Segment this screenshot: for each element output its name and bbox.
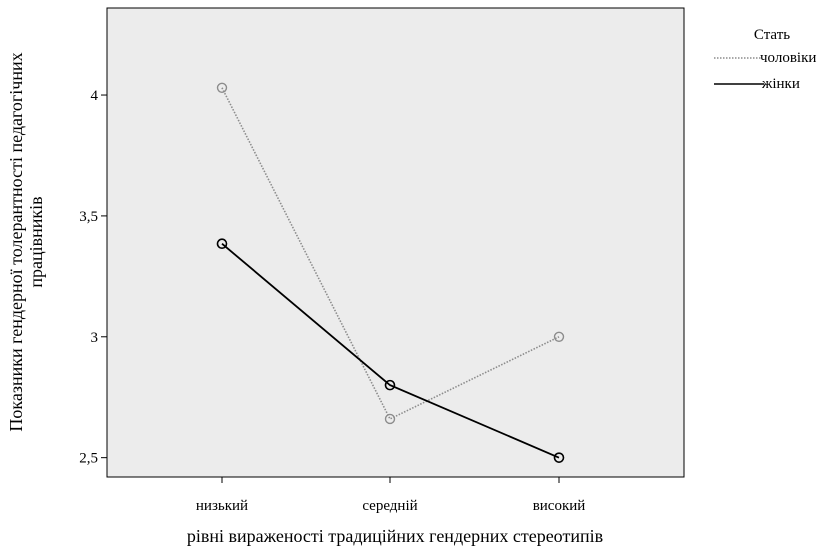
series-points [216,82,565,463]
y-tick-label: 4 [91,88,99,104]
x-tick-label: низький [196,498,248,514]
series-lines [221,87,560,459]
series-line-0 [221,87,560,421]
x-tick-label: середній [362,498,417,514]
data-point [384,379,396,391]
legend-title: Стать [754,27,790,43]
legend-label-choloviky: чоловіки [760,50,816,66]
y-tick-label: 3,5 [79,209,98,225]
plot-area [106,7,685,478]
y-tick-label: 3 [91,330,99,346]
y-axis: 2,5 3 3,5 4 [79,88,107,467]
data-point [553,331,565,342]
data-point [553,452,565,463]
y-axis-title-line-2: працівників [26,196,46,287]
legend: Стать чоловіки жінки [714,27,816,92]
y-axis-title-line-1: Показники гендерної толерантності педаго… [6,52,26,431]
data-point [216,238,228,250]
data-point [384,413,396,425]
x-tick-label: високий [533,498,586,514]
legend-label-zhinky: жінки [761,76,800,92]
data-point [216,82,228,93]
y-tick-label: 2,5 [79,451,98,467]
series-line-1 [221,243,560,459]
x-axis-title: рівні вираженості традиційних гендерних … [187,526,603,546]
x-axis: низький середній високий [196,477,585,514]
